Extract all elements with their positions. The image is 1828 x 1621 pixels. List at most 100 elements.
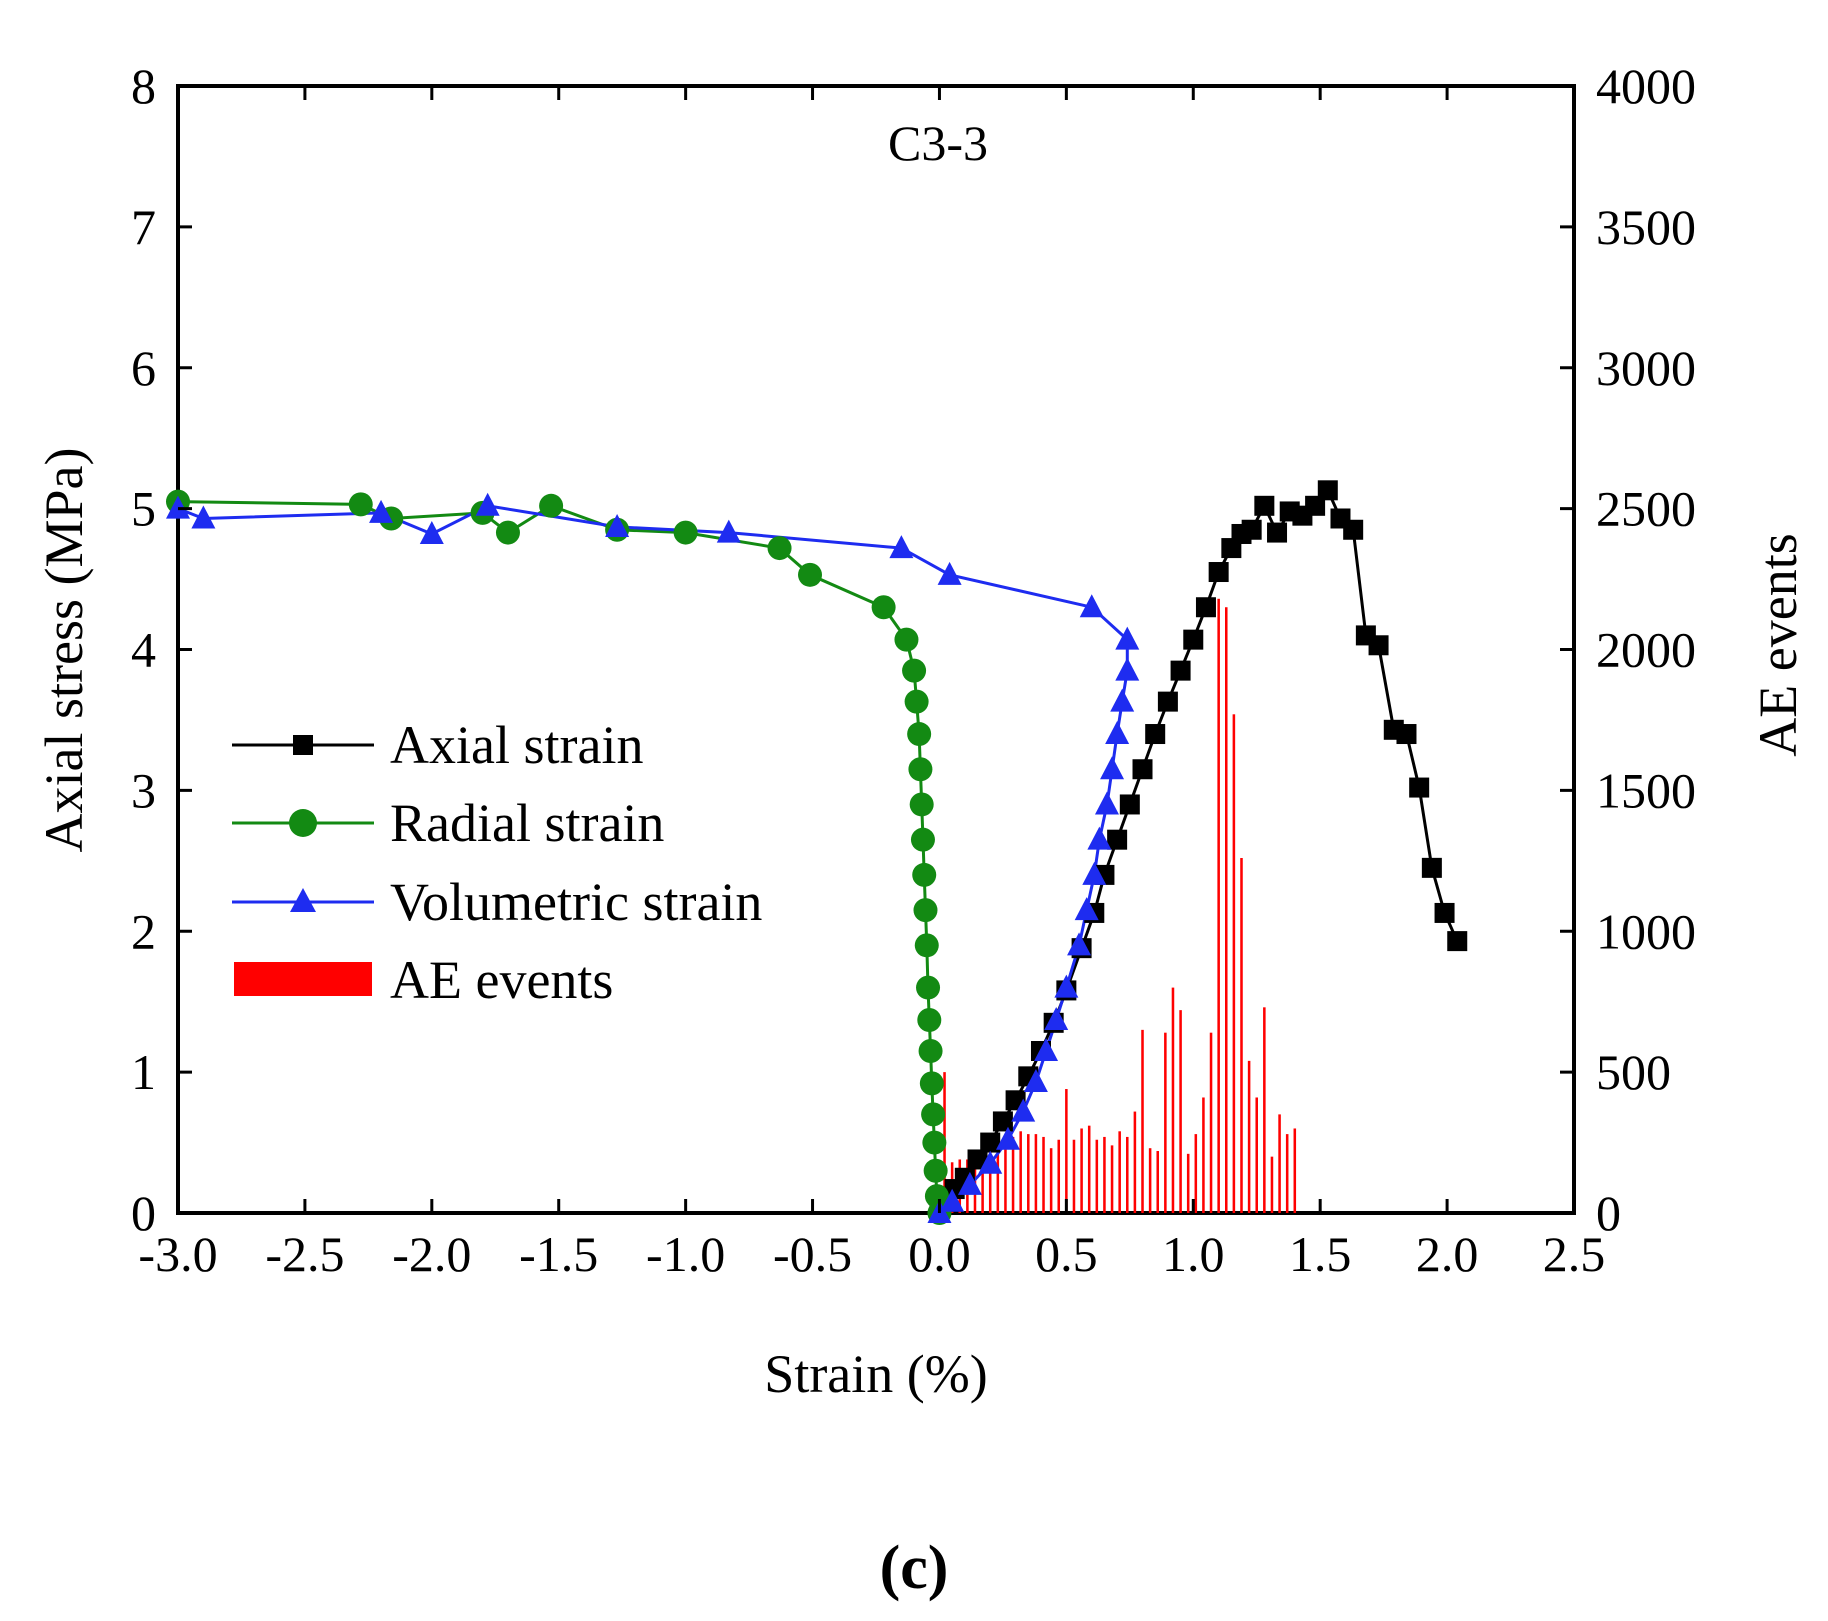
volumetric-strain-point <box>978 1150 1003 1174</box>
volumetric-strain-point <box>1087 826 1112 850</box>
radial-strain-point <box>798 562 823 587</box>
x-tick-label: 0.0 <box>908 1226 971 1282</box>
ae-bar <box>1080 1128 1083 1213</box>
ae-bars-group <box>943 598 1297 1213</box>
radial-strain-point <box>921 1102 946 1127</box>
radial-strain-point <box>912 862 937 887</box>
ae-bar <box>1194 1134 1198 1213</box>
y-right-tick-label: 3000 <box>1596 340 1696 396</box>
x-tick-label: 1.0 <box>1162 1226 1225 1282</box>
ae-bar <box>1027 1134 1030 1213</box>
legend-entry-radial: Radial strain <box>232 793 664 853</box>
radial-strain-point <box>919 1071 944 1096</box>
x-tick-label: 2.5 <box>1543 1226 1606 1282</box>
axial-strain-point <box>992 1111 1013 1132</box>
volumetric-strain-point <box>940 1188 965 1212</box>
radial-strain-point <box>902 658 927 683</box>
ae-bar <box>1247 1060 1251 1213</box>
ae-bar <box>1110 1145 1114 1213</box>
volumetric-strain-point <box>1115 626 1140 650</box>
y-right-tick-label: 2500 <box>1596 481 1696 537</box>
ae-bar <box>1011 1136 1015 1213</box>
radial-strain-point <box>767 536 792 561</box>
ae-bar <box>1126 1136 1129 1213</box>
x-tick-label: 1.5 <box>1289 1226 1352 1282</box>
ae-bar <box>1278 1114 1281 1213</box>
legend: Axial strain Radial strain Volumetric st… <box>232 715 762 1010</box>
volumetric-strain-point <box>1115 657 1140 681</box>
ae-bar <box>1087 1125 1091 1213</box>
ae-bar <box>1164 1032 1167 1213</box>
y-right-axis-title: AE events <box>1748 533 1808 756</box>
ae-bar <box>1072 1139 1076 1213</box>
axial-strain-point <box>1368 635 1389 656</box>
radial-strain-point <box>923 1158 948 1183</box>
radial-strain-point <box>913 898 938 923</box>
legend-label-volumetric: Volumetric strain <box>390 872 762 932</box>
radial-strain-line <box>177 500 941 1214</box>
axial-strain-point <box>1195 597 1216 618</box>
volumetric-strain-point <box>1034 1037 1059 1061</box>
volumetric-strain-point <box>475 492 500 516</box>
volumetric-strain-point <box>1079 594 1104 618</box>
legend-swatch-radial-marker <box>289 809 317 837</box>
x-tick-label: -1.5 <box>519 1226 598 1282</box>
axial-strain-point <box>1434 902 1455 923</box>
axial-strain-point <box>1183 629 1204 650</box>
y-left-tick-label: 6 <box>131 340 156 396</box>
legend-entry-ae: AE events <box>234 950 613 1010</box>
volumetric-strain-point <box>605 513 630 537</box>
volumetric-strain-point <box>1044 1007 1069 1031</box>
panel-label: (c) <box>880 1534 949 1602</box>
volumetric-strain-point <box>889 535 914 559</box>
x-tick-label: -1.0 <box>646 1226 725 1282</box>
y-left-tick-label: 1 <box>131 1044 156 1100</box>
ae-bar <box>988 1145 992 1213</box>
ae-bar <box>1209 1032 1213 1213</box>
axial-strain-point <box>1157 691 1178 712</box>
volumetric-strain-point <box>937 561 962 585</box>
ae-bar <box>1141 1029 1144 1213</box>
axial-strain-point <box>1305 495 1326 516</box>
radial-strain-point <box>910 827 935 852</box>
ae-bar <box>1118 1131 1121 1213</box>
x-tick-label: -2.0 <box>392 1226 471 1282</box>
ae-bar <box>1232 714 1236 1213</box>
volumetric-strain-point <box>419 520 444 544</box>
x-axis-title: Strain (%) <box>764 1344 987 1404</box>
legend-swatch-axial-marker <box>293 735 313 755</box>
volumetric-strain-point <box>369 499 394 523</box>
radial-strain-point <box>495 520 520 545</box>
chart-annotation: C3-3 <box>888 115 988 171</box>
ae-bar <box>1202 1097 1205 1213</box>
ae-bar <box>1103 1136 1106 1213</box>
ae-bar <box>1133 1111 1137 1213</box>
ae-bar <box>1225 607 1228 1213</box>
x-tick-label: 0.5 <box>1035 1226 1098 1282</box>
volumetric-strain-point <box>1011 1098 1036 1122</box>
volumetric-strain-line <box>177 504 1129 1215</box>
axial-strain-point <box>1396 724 1417 745</box>
legend-entry-axial: Axial strain <box>232 715 643 775</box>
axial-strain-point <box>1107 829 1128 850</box>
ae-bar <box>1255 1097 1258 1213</box>
volumetric-strain-point <box>1105 721 1130 745</box>
y-left-tick-label: 7 <box>131 199 156 255</box>
axis-ticks-group: -3.0 -2.5 -2.0 -1.5 -1.0 -0.5 0.0 0.5 1.0 1.5 2.0 2… <box>131 58 1696 1282</box>
volumetric-strain-point <box>1067 932 1092 956</box>
x-tick-label: 2.0 <box>1416 1226 1479 1282</box>
series-markers-group <box>166 480 1468 1225</box>
ae-bar <box>1004 1139 1007 1213</box>
ae-bar <box>1049 1148 1053 1213</box>
radial-strain-point <box>918 1038 943 1063</box>
volumetric-strain-point <box>1094 791 1119 815</box>
ae-bar <box>1179 1010 1182 1213</box>
ae-bar <box>1148 1148 1152 1213</box>
ae-bar <box>1263 1007 1266 1213</box>
y-left-tick-label: 8 <box>131 58 156 114</box>
y-left-axis-title: Axial stress (MPa) <box>34 448 94 853</box>
volumetric-strain-point <box>191 505 216 529</box>
volumetric-strain-point <box>1054 974 1079 998</box>
volumetric-strain-point <box>1100 756 1125 780</box>
ae-bar <box>1186 1153 1190 1213</box>
